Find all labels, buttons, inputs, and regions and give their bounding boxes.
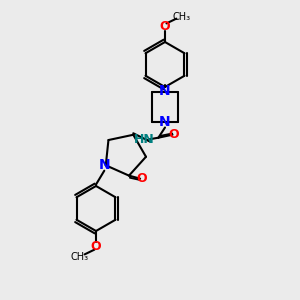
Text: HN: HN (134, 133, 154, 146)
Text: CH₃: CH₃ (172, 11, 190, 22)
Text: N: N (159, 84, 171, 98)
Text: O: O (91, 240, 101, 253)
Text: O: O (169, 128, 179, 141)
Text: O: O (160, 20, 170, 33)
Text: CH₃: CH₃ (70, 251, 88, 262)
Text: N: N (159, 115, 171, 129)
Text: O: O (136, 172, 147, 185)
Text: N: N (98, 158, 110, 172)
